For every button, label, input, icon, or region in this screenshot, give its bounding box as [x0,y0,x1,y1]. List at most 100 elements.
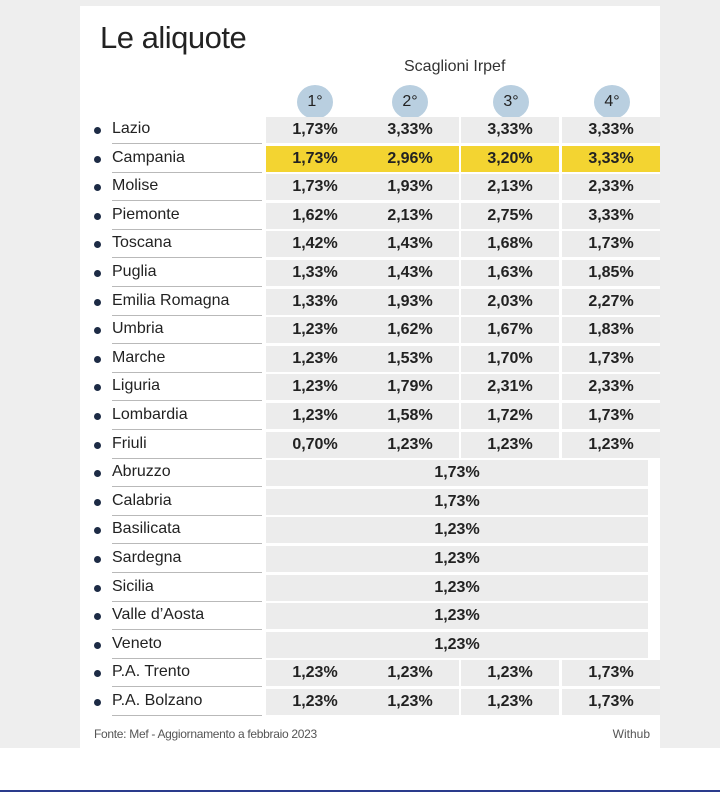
table-row: Sardegna 1,23% [80,545,660,573]
rate-cell-bracket-3: 2,13% [461,174,559,201]
bullet-icon [94,212,101,220]
region-name: Veneto [112,634,162,652]
row-divider [112,171,262,173]
rate-cell-bracket-2: 1,23% [361,660,459,687]
bracket-header-1: 1° [297,85,333,119]
infographic-card: Le aliquote Scaglioni Irpef 1° 2° 3° 4° … [74,0,666,748]
rate-cell-bracket-2: 1,43% [361,260,459,286]
table-row: Basilicata 1,23% [80,516,660,545]
table-row: Marche 1,23% 1,53% 1,70% 1,73% [80,345,660,373]
bullet-icon [94,155,101,163]
rate-cell-bracket-4: 1,73% [562,689,660,715]
region-name: Umbria [112,320,164,338]
rate-cell-bracket-1: 1,23% [266,403,364,429]
region-name: Lazio [112,120,151,137]
region-name: P.A. Bolzano [112,692,203,709]
region-name: Campania [112,148,185,166]
table-row: Puglia 1,33% 1,43% 1,63% 1,85% [80,259,660,287]
bracket-header-3: 3° [493,85,529,119]
rate-cell-bracket-3: 2,31% [461,374,559,401]
row-divider [112,400,262,402]
bullet-icon [94,298,101,306]
table-row: Lombardia 1,23% 1,58% 1,72% 1,73% [80,402,660,430]
region-name: Lombardia [112,406,188,423]
rate-cell-bracket-2: 2,13% [361,202,459,229]
rate-cell-bracket-4: 1,73% [562,403,660,429]
bullet-icon [94,270,101,277]
row-divider [112,228,262,230]
bullet-icon [94,384,101,392]
rate-cell-bracket-1: 0,70% [266,431,364,458]
rate-cell-flat: 1,23% [266,517,648,544]
rate-cell-bracket-3: 1,68% [461,231,559,258]
bullet-icon [94,613,101,621]
page-title: Le aliquote [100,20,247,55]
rate-cell-bracket-1: 1,23% [266,660,364,687]
bullet-icon [94,241,101,249]
row-divider [112,657,262,659]
bullet-icon [94,641,101,649]
rate-cell-bracket-2: 2,96% [361,145,459,172]
brand-credit: Withub [612,727,650,741]
table-row: Liguria 1,23% 1,79% 2,31% 2,33% [80,373,660,402]
rate-cell-bracket-4: 1,73% [562,231,660,258]
row-divider [112,286,262,287]
region-name: Molise [112,177,159,195]
background-right [666,0,720,748]
rate-cell-bracket-4: 2,27% [562,288,660,315]
rate-cell-bracket-4: 1,83% [562,317,660,344]
rate-cell-bracket-1: 1,42% [266,231,364,258]
rate-cell-bracket-4: 1,73% [562,660,660,687]
bullet-icon [94,355,101,363]
rate-cell-bracket-3: 1,23% [461,689,559,715]
table-row: Umbria 1,23% 1,62% 1,67% 1,83% [80,316,660,345]
rate-cell-bracket-4: 1,73% [562,345,660,372]
rate-cell-flat: 1,23% [266,603,648,630]
rate-cell-flat: 1,23% [266,631,648,658]
row-divider [112,715,262,716]
row-divider [112,314,262,316]
infographic-panel: Le aliquote Scaglioni Irpef 1° 2° 3° 4° … [80,6,660,748]
table-row: Toscana 1,42% 1,43% 1,68% 1,73% [80,230,660,259]
table-subtitle: Scaglioni Irpef [404,58,506,75]
region-name: Puglia [112,263,157,280]
region-name: Calabria [112,491,172,509]
source-note: Fonte: Mef - Aggiornamento a febbraio 20… [94,727,317,741]
row-divider [112,686,262,688]
rate-cell-bracket-2: 1,93% [361,174,459,201]
rate-cell-bracket-1: 1,23% [266,345,364,372]
rate-cell-bracket-2: 1,43% [361,231,459,258]
bottom-divider [0,790,720,792]
rate-cell-bracket-2: 1,23% [361,431,459,458]
rate-cell-bracket-4: 2,33% [562,374,660,401]
rate-cell-bracket-1: 1,23% [266,689,364,715]
bullet-icon [94,327,101,335]
rate-cell-bracket-4: 3,33% [562,145,660,172]
rate-cell-bracket-4: 1,85% [562,260,660,286]
bracket-header-2: 2° [392,85,428,119]
rate-cell-bracket-3: 3,20% [461,145,559,172]
table-row: Valle d’Aosta 1,23% [80,602,660,631]
rate-cell-bracket-1: 1,73% [266,174,364,201]
region-name: Toscana [112,234,172,252]
bullet-icon [94,498,101,506]
rate-cell-bracket-1: 1,62% [266,202,364,229]
rate-cell-bracket-2: 1,53% [361,345,459,372]
bullet-icon [94,584,101,592]
region-name: Sardegna [112,549,182,566]
table-row: Lazio 1,73% 3,33% 3,33% 3,33% [80,116,660,144]
rate-cell-bracket-4: 3,33% [562,202,660,229]
rate-cell-bracket-3: 1,72% [461,403,559,429]
rate-cell-bracket-3: 3,33% [461,117,559,143]
rate-cell-bracket-3: 1,70% [461,345,559,372]
rate-cell-bracket-3: 2,03% [461,288,559,315]
row-divider [112,629,262,631]
rate-cell-bracket-3: 1,23% [461,660,559,687]
region-name: Friuli [112,434,147,452]
table-row: P.A. Bolzano 1,23% 1,23% 1,23% 1,73% [80,688,660,716]
bullet-icon [94,470,101,478]
rate-cell-bracket-1: 1,33% [266,260,364,286]
rate-cell-bracket-2: 3,33% [361,117,459,143]
table-row: Emilia Romagna 1,33% 1,93% 2,03% 2,27% [80,288,660,316]
rate-cell-bracket-4: 2,33% [562,174,660,201]
